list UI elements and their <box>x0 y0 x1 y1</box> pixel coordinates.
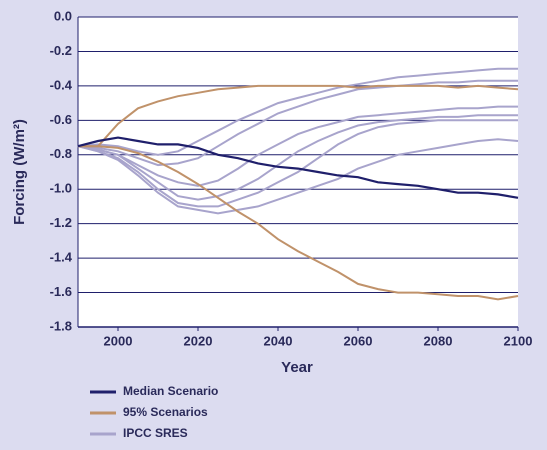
y-tick-label: -0.6 <box>50 112 72 127</box>
series-line <box>77 105 518 187</box>
x-tick-label: 2040 <box>264 333 293 348</box>
series-line <box>77 136 519 199</box>
y-tick-label: -1.2 <box>50 215 72 230</box>
series-line <box>77 67 518 156</box>
y-tick-label: -1.4 <box>50 250 73 265</box>
x-axis-label: Year <box>281 359 313 376</box>
series-line <box>77 138 519 215</box>
y-tick-label: 0.0 <box>54 8 72 23</box>
y-tick-label: -0.8 <box>50 146 72 161</box>
y-axis-label: Forcing (W/m²) <box>11 119 28 225</box>
x-tick-label: 2000 <box>104 333 133 348</box>
y-tick-label: -1.0 <box>50 181 72 196</box>
series-line <box>78 145 519 301</box>
x-tick-label: 2100 <box>504 333 533 348</box>
legend-label: Median Scenario <box>123 384 218 398</box>
y-tick-label: -0.2 <box>50 43 72 58</box>
x-tick-label: 2020 <box>184 333 213 348</box>
series-line <box>77 119 518 208</box>
series-line <box>77 114 518 201</box>
legend-label: IPCC SRES <box>123 426 188 440</box>
y-tick-label: -0.4 <box>50 77 73 92</box>
x-tick-label: 2080 <box>424 333 453 348</box>
series-line <box>77 79 518 167</box>
series-line <box>78 84 519 148</box>
legend-label: 95% Scenarios <box>123 405 208 419</box>
x-tick-label: 2060 <box>344 333 373 348</box>
y-tick-label: -1.8 <box>50 318 72 333</box>
y-tick-label: -1.6 <box>50 284 72 299</box>
